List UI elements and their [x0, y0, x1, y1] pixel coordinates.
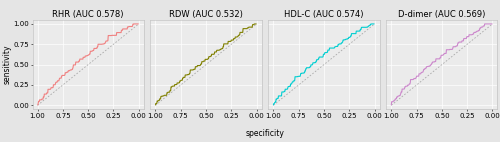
Title: RHR (AUC 0.578): RHR (AUC 0.578) [52, 10, 124, 19]
Y-axis label: sensitivity: sensitivity [2, 45, 11, 84]
Title: RDW (AUC 0.532): RDW (AUC 0.532) [169, 10, 243, 19]
Title: HDL-C (AUC 0.574): HDL-C (AUC 0.574) [284, 10, 364, 19]
Text: specificity: specificity [246, 129, 284, 138]
Title: D-dimer (AUC 0.569): D-dimer (AUC 0.569) [398, 10, 486, 19]
